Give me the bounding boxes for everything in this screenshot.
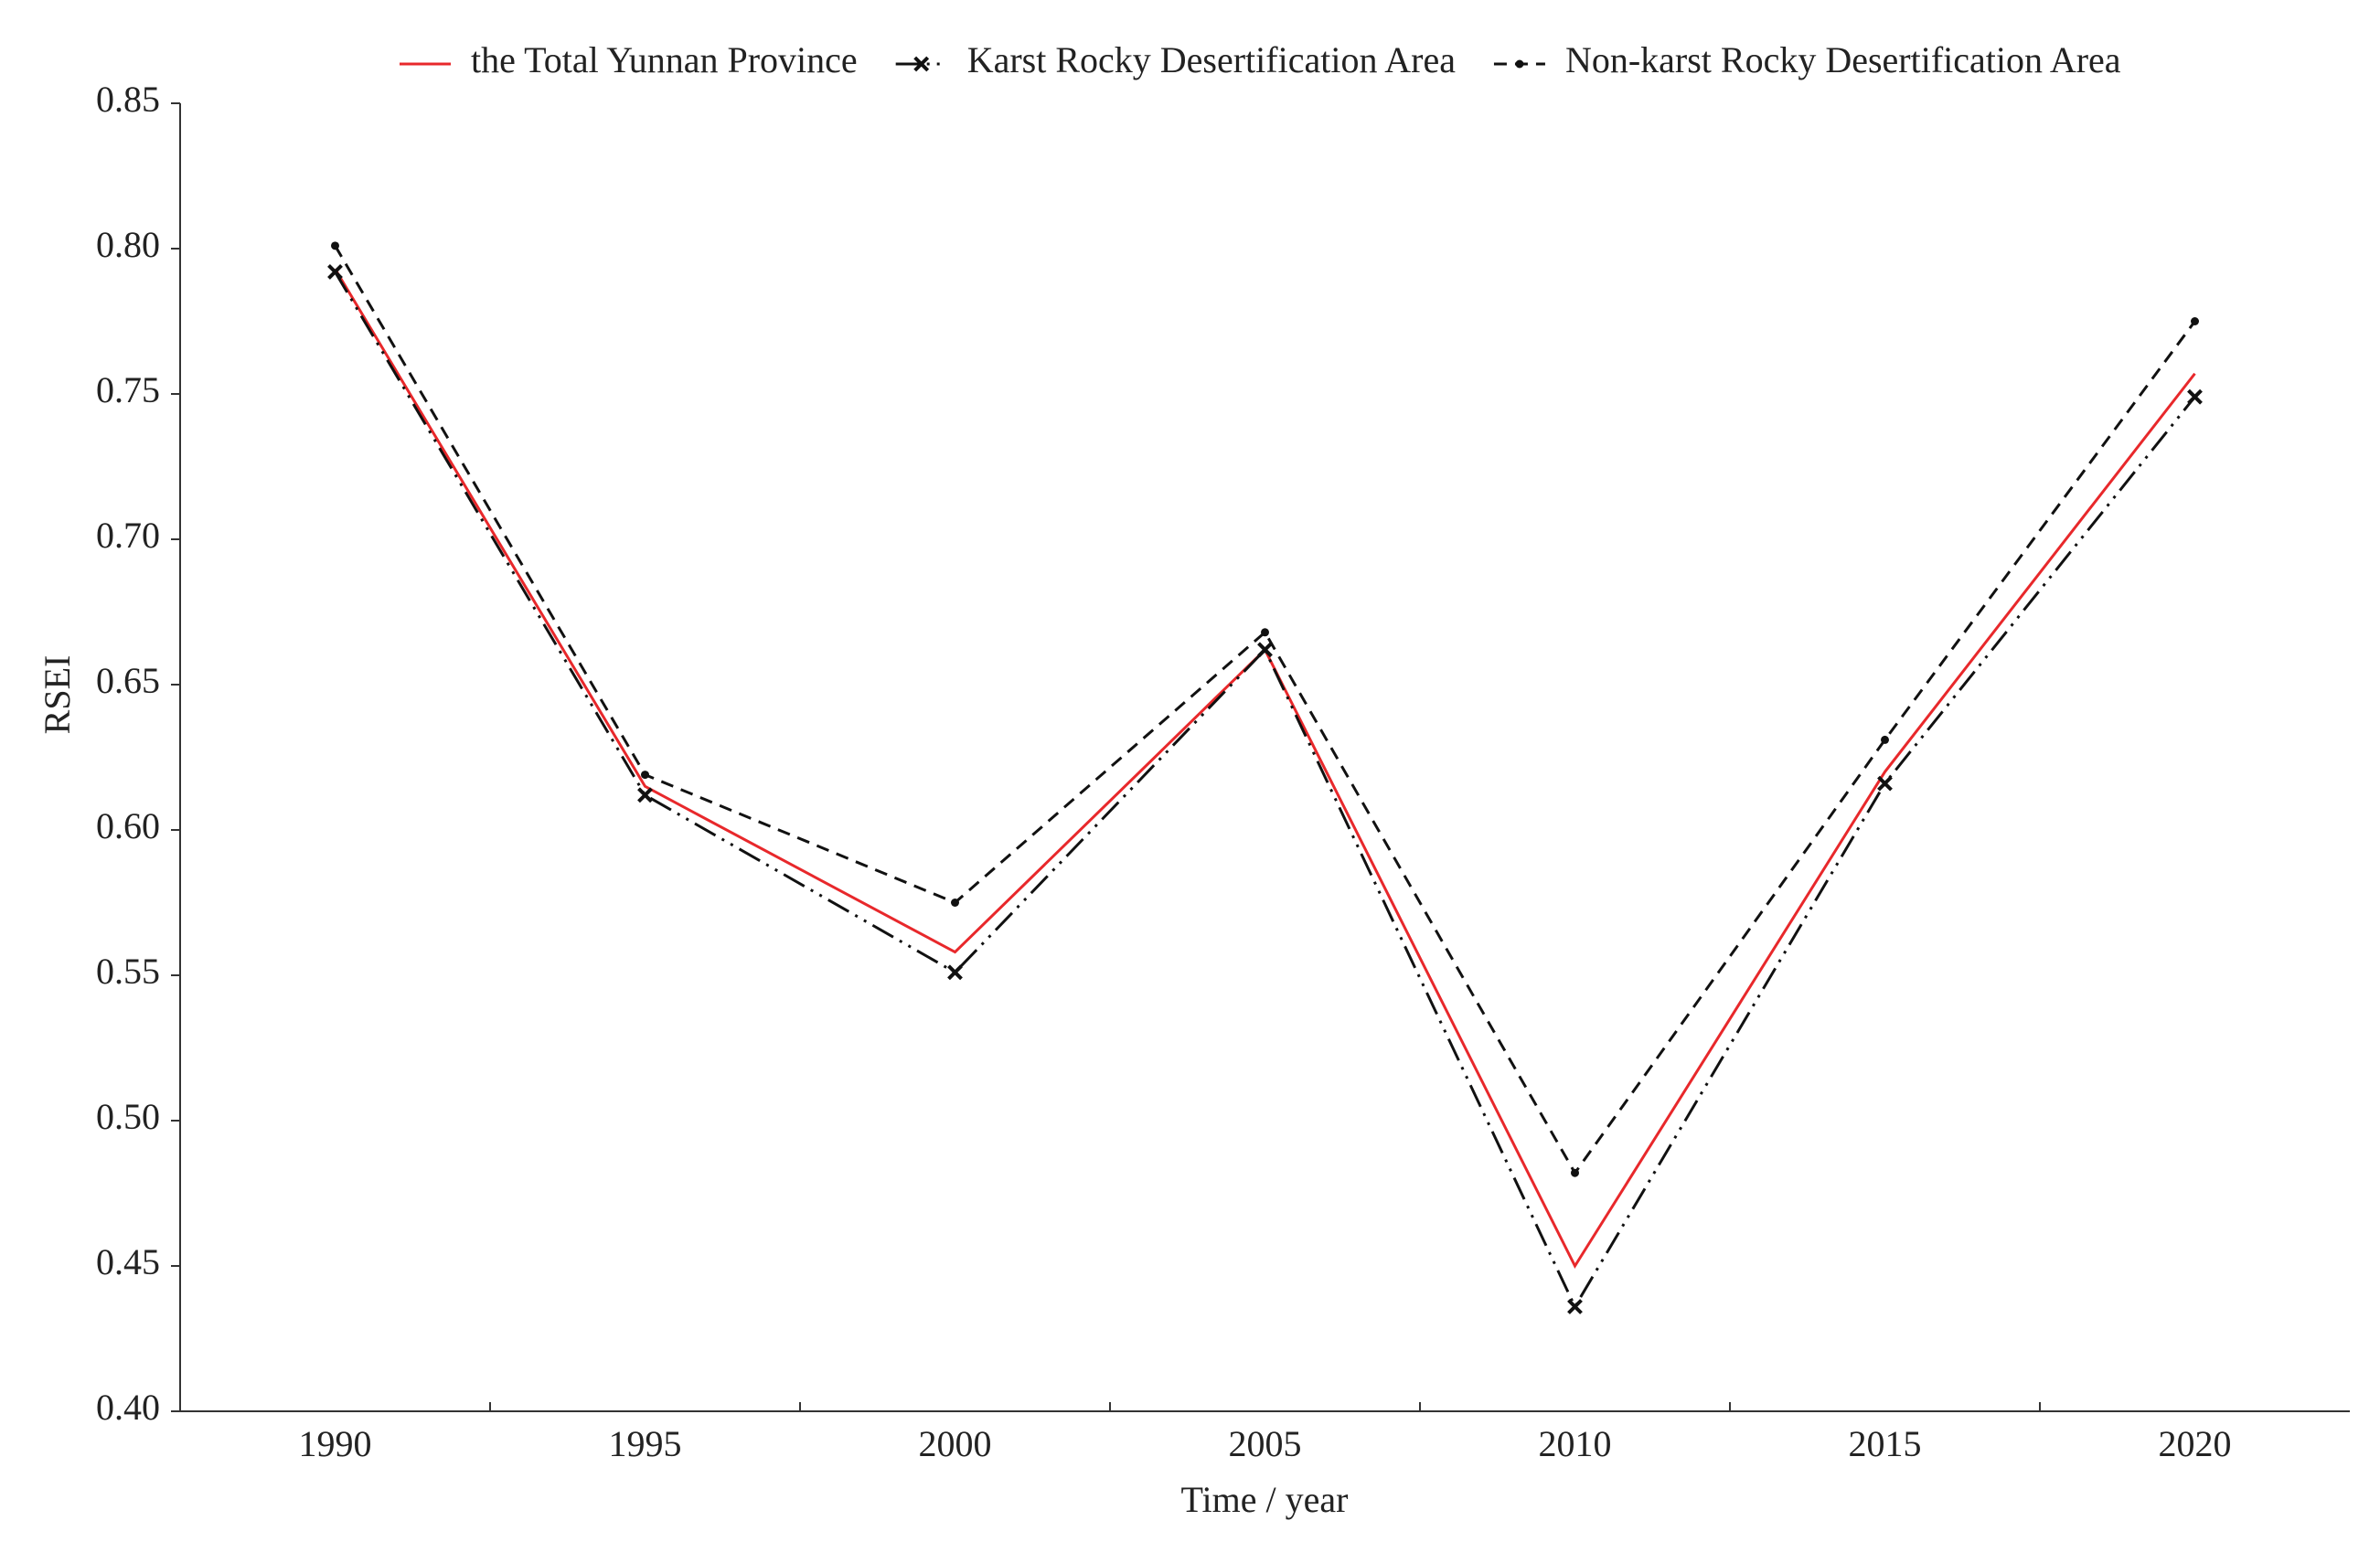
y-tick-label: 0.40 — [96, 1387, 160, 1428]
y-tick-label: 0.55 — [96, 951, 160, 992]
x-tick-label: 1995 — [609, 1423, 682, 1464]
legend-marker — [913, 56, 930, 72]
series-line — [334, 271, 2196, 1310]
marker — [331, 241, 339, 250]
series-line — [334, 268, 2196, 1270]
legend-label: Karst Rocky Desertification Area — [967, 39, 1457, 80]
y-tick-label: 0.80 — [96, 224, 160, 265]
y-tick-label: 0.60 — [96, 805, 160, 846]
legend-label: Non-karst Rocky Desertification Area — [1565, 39, 2121, 80]
x-tick-label: 1990 — [299, 1423, 372, 1464]
marker — [637, 787, 653, 803]
legend-label: the Total Yunnan Province — [471, 39, 858, 80]
marker — [951, 899, 959, 907]
marker — [1571, 1168, 1579, 1177]
marker — [2191, 317, 2199, 325]
marker — [1261, 628, 1269, 637]
marker — [1877, 775, 1893, 792]
x-axis-label: Time / year — [1181, 1479, 1349, 1520]
marker — [947, 964, 963, 981]
legend-marker — [1515, 59, 1524, 69]
y-tick-label: 0.65 — [96, 660, 160, 701]
y-tick-label: 0.50 — [96, 1096, 160, 1137]
marker — [1881, 735, 1889, 744]
marker — [327, 264, 343, 280]
x-tick-label: 2010 — [1539, 1423, 1612, 1464]
x-tick-label: 2015 — [1849, 1423, 1922, 1464]
marker — [641, 771, 649, 780]
y-tick-label: 0.45 — [96, 1241, 160, 1282]
x-tick-label: 2005 — [1229, 1423, 1302, 1464]
x-tick-label: 2000 — [919, 1423, 992, 1464]
y-axis-label: RSEI — [37, 655, 78, 735]
marker — [1567, 1299, 1583, 1314]
y-tick-label: 0.75 — [96, 369, 160, 410]
y-tick-label: 0.85 — [96, 79, 160, 120]
marker — [2187, 388, 2203, 405]
x-tick-label: 2020 — [2159, 1423, 2232, 1464]
series-line — [334, 245, 2196, 1176]
marker — [1257, 642, 1273, 658]
y-tick-label: 0.70 — [96, 515, 160, 556]
